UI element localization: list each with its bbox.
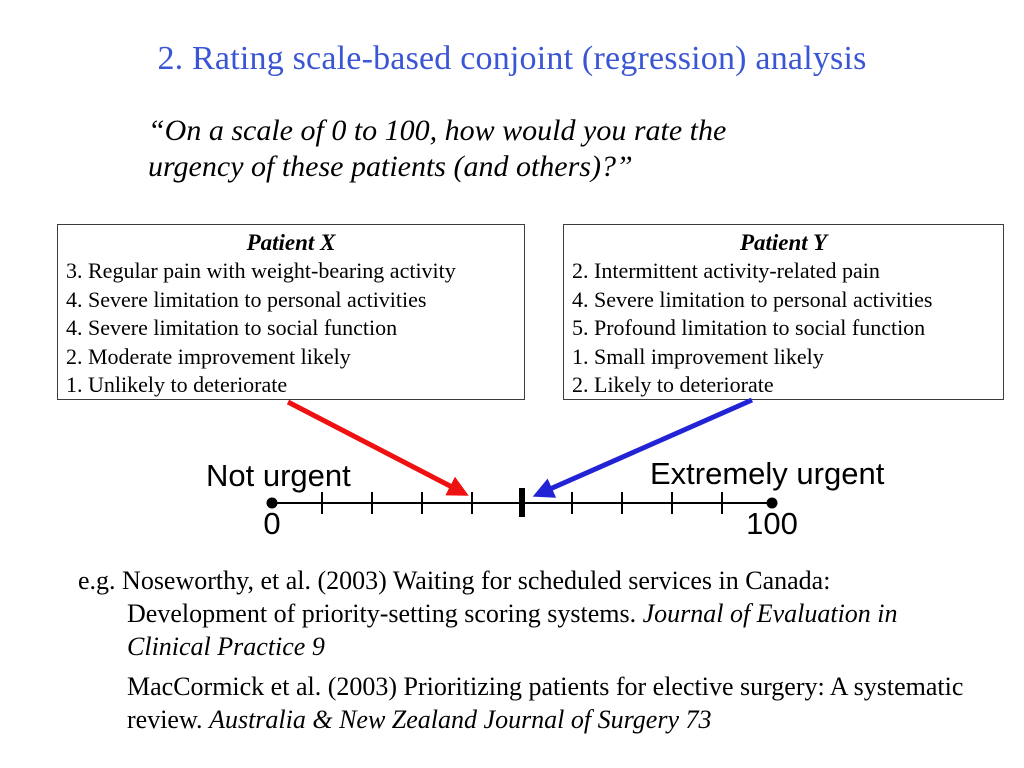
patient-x-item: 2. Moderate improvement likely [66,343,351,369]
patient-x-item: 4. Severe limitation to personal activit… [66,286,427,312]
patient-y-item: 2. Likely to deteriorate [572,372,774,397]
citation-1-line-3: Clinical Practice 9 [127,630,958,663]
patient-y-box: Patient Y 2. Intermittent activity-relat… [563,224,1004,400]
citation-2-line-1: MacCormick et al. (2003) Prioritizing pa… [127,670,963,703]
patient-y-item: 5. Profound limitation to social functio… [572,315,926,340]
scale-tick-marks [321,492,723,514]
scale-label-extremely-urgent: Extremely urgent [650,456,885,491]
slide-title: 2. Rating scale-based conjoint (regressi… [157,40,867,77]
patient-x-item: 4. Severe limitation to social function [66,315,398,340]
patient-x-item: 1. Unlikely to deteriorate [66,372,288,397]
scale-min-value: 0 [263,506,281,541]
patient-y-item: 2. Intermittent activity-related pain [572,258,880,283]
patient-x-box: Patient X 3. Regular pain with weight-be… [57,224,525,400]
citations-block: e.g. Noseworthy, et al. (2003) Waiting f… [78,564,963,736]
citation-text: e.g. Noseworthy, et al. (2003) Waiting f… [78,566,831,595]
citation-text: Development of priority-setting scoring … [127,599,643,628]
patient-x-item: 3. Regular pain with weight-bearing acti… [66,258,456,283]
citation-text: MacCormick et al. (2003) Prioritizing pa… [127,672,964,701]
citation-journal-name: Clinical Practice 9 [127,632,325,661]
citation-journal-name: Journal of Evaluation in [642,599,898,628]
citation-1-line-2: Development of priority-setting scoring … [127,597,958,630]
patient-y-item: 1. Small improvement likely [572,343,824,369]
citation-text: review. [127,705,210,734]
scale-max-value: 100 [746,506,798,541]
patient-y-item: 4. Severe limitation to personal activit… [572,286,933,312]
quote-line-1: “On a scale of 0 to 100, how would you r… [148,114,727,147]
citation-1-line-1: e.g. Noseworthy, et al. (2003) Waiting f… [78,564,958,597]
citation-journal-name: Australia & New Zealand Journal of Surge… [209,705,712,734]
patient-x-title: Patient X [246,230,336,255]
quote-line-2: urgency of these patients (and others)?” [148,150,633,183]
citation-2-line-2: review. Australia & New Zealand Journal … [127,703,958,736]
patient-y-title: Patient Y [739,230,828,255]
quote-text: “On a scale of 0 to 100, how would you r… [148,113,726,185]
scale-label-not-urgent: Not urgent [206,458,351,493]
